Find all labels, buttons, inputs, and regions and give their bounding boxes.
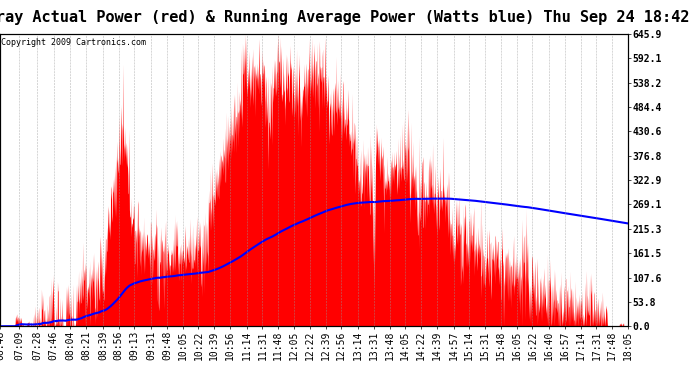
Text: Copyright 2009 Cartronics.com: Copyright 2009 Cartronics.com — [1, 38, 146, 47]
Text: East Array Actual Power (red) & Running Average Power (Watts blue) Thu Sep 24 18: East Array Actual Power (red) & Running … — [0, 9, 689, 26]
